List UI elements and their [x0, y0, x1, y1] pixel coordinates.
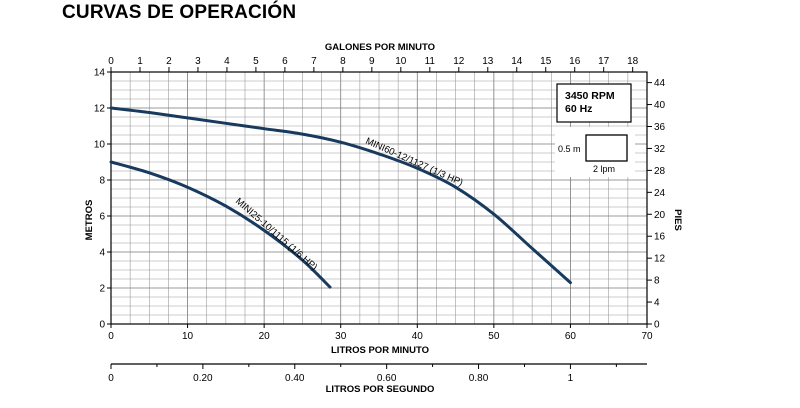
lps-tick-label: 0.80 — [469, 373, 489, 384]
scale-lpm-label: 2 lpm — [593, 164, 615, 174]
top-axis-title: GALONES POR MINUTO — [325, 42, 435, 53]
series-curve-1 — [109, 160, 332, 289]
bottom-axis-lps: 0 0.20 0.40 0.60 0.80 1 — [108, 363, 647, 384]
gpm-tick-label: 0 — [108, 56, 114, 67]
page-title: CURVAS DE OPERACIÓN — [62, 2, 297, 23]
feet-tick-label: 44 — [654, 78, 666, 89]
y-tick-label: 14 — [94, 68, 106, 79]
bottom-axis-lpm: 0 10 20 30 40 50 60 70 — [108, 324, 653, 342]
x-tick-label: 50 — [488, 331, 500, 342]
lps-tick-label: 0.60 — [377, 373, 397, 384]
y-tick-label: 12 — [94, 104, 106, 115]
feet-tick-label: 16 — [654, 232, 666, 243]
left-axis-meters: 0 2 4 6 8 10 12 14 — [94, 68, 111, 331]
y-tick-label: 10 — [94, 140, 106, 151]
x-tick-label: 60 — [565, 331, 577, 342]
feet-tick-label: 12 — [654, 254, 666, 265]
gpm-tick-label: 1 — [137, 56, 143, 67]
gpm-tick-label: 16 — [569, 56, 581, 67]
legend-box: 3450 RPM 60 Hz — [556, 83, 632, 123]
y-tick-label: 0 — [99, 320, 105, 331]
y-tick-label: 8 — [99, 176, 105, 187]
lps-axis-title: LITROS POR SEGUNDO — [326, 384, 435, 395]
gpm-tick-label: 9 — [369, 56, 375, 67]
feet-tick-label: 32 — [654, 144, 666, 155]
gpm-tick-label: 15 — [540, 56, 552, 67]
x-tick-label: 20 — [259, 331, 271, 342]
x-axis-title: LITROS POR MINUTO — [331, 345, 429, 356]
feet-tick-label: 8 — [654, 276, 660, 287]
lps-tick-label: 1 — [568, 373, 574, 384]
gpm-tick-label: 10 — [395, 56, 407, 67]
gpm-tick-label: 8 — [340, 56, 346, 67]
gpm-tick-label: 11 — [425, 56, 436, 67]
x-tick-label: 0 — [108, 331, 114, 342]
y-tick-label: 2 — [99, 284, 105, 295]
gpm-tick-label: 5 — [253, 56, 259, 67]
y-tick-label: 6 — [99, 212, 105, 223]
grid-layer — [110, 71, 648, 325]
scale-meters-label: 0.5 m — [558, 144, 581, 154]
gpm-tick-label: 4 — [224, 56, 230, 67]
feet-tick-label: 36 — [654, 122, 666, 133]
plot-frame — [110, 71, 648, 325]
x-tick-label: 10 — [182, 331, 194, 342]
curve-label-mini25: MINI25-10/1115 (1/6 HP) — [233, 196, 319, 273]
gpm-tick-label: 2 — [166, 56, 172, 67]
feet-tick-label: 4 — [654, 298, 660, 309]
series-layer — [109, 106, 572, 289]
gpm-tick-label: 18 — [627, 56, 639, 67]
gpm-tick-label: 6 — [282, 56, 288, 67]
right-axis-feet: 0 4 8 12 16 20 24 28 32 36 40 44 — [647, 78, 666, 331]
gpm-tick-label: 13 — [482, 56, 494, 67]
gpm-tick-label: 12 — [453, 56, 465, 67]
feet-tick-label: 40 — [654, 100, 666, 111]
legend-hz: 60 Hz — [565, 103, 592, 115]
gpm-tick-label: 14 — [511, 56, 523, 67]
x-tick-label: 40 — [412, 331, 424, 342]
legend-rpm: 3450 RPM — [565, 90, 615, 102]
x-tick-label: 70 — [641, 331, 653, 342]
gpm-tick-label: 3 — [195, 56, 201, 67]
series-curve-0 — [109, 106, 572, 285]
x-tick-label: 30 — [335, 331, 347, 342]
lps-tick-label: 0.40 — [285, 373, 305, 384]
feet-tick-label: 0 — [654, 320, 660, 331]
right-axis-title: PIES — [672, 209, 683, 231]
feet-tick-label: 28 — [654, 166, 666, 177]
scale-box: 0.5 m 2 lpm — [555, 127, 635, 177]
y-axis-title: METROS — [84, 200, 95, 241]
feet-tick-label: 24 — [654, 188, 666, 199]
y-tick-label: 4 — [99, 248, 105, 259]
feet-tick-label: 20 — [654, 210, 666, 221]
lps-tick-label: 0 — [108, 373, 114, 384]
gpm-tick-label: 17 — [598, 56, 610, 67]
top-axis-gpm: 0 1 2 3 4 5 6 7 8 9 10 11 12 13 14 15 16 17 18 — [108, 56, 639, 72]
lps-tick-label: 0.20 — [193, 373, 213, 384]
gpm-tick-label: 7 — [311, 56, 317, 67]
